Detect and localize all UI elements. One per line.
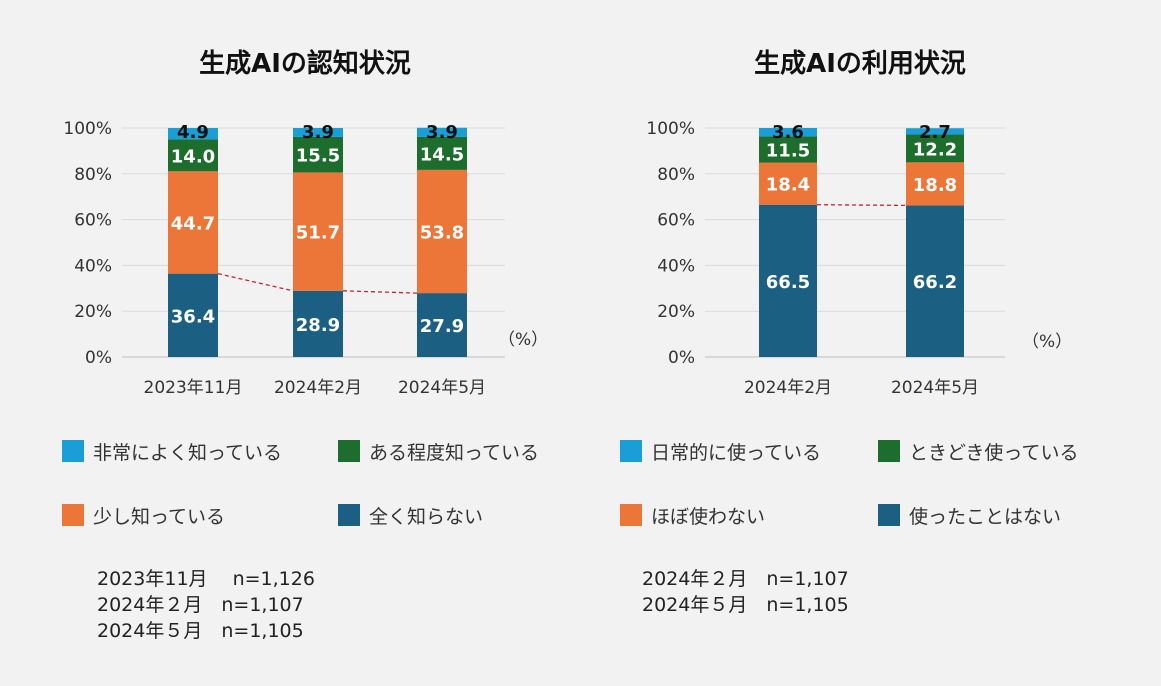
trend-connector xyxy=(817,205,906,206)
data-label: 14.5 xyxy=(420,144,464,165)
data-label: 3.9 xyxy=(426,122,458,143)
legend-label: ある程度知っている xyxy=(369,442,539,464)
legend-swatch xyxy=(338,504,360,526)
sample-note: 2024年５月 n=1,105 xyxy=(97,620,304,642)
data-label: 28.9 xyxy=(296,315,340,336)
data-label: 51.7 xyxy=(296,223,340,244)
legend-label: ほぼ使わない xyxy=(651,506,765,528)
sample-note: 2023年11月 n=1,126 xyxy=(97,568,315,590)
x-category-label: 2024年2月 xyxy=(274,378,362,398)
sample-note: 2024年２月 n=1,107 xyxy=(642,568,849,590)
legend-swatch xyxy=(878,504,900,526)
data-label: 3.6 xyxy=(772,122,804,143)
chart-title: 生成AIの認知状況 xyxy=(199,48,411,79)
data-label: 15.5 xyxy=(296,146,340,167)
chart-title: 生成AIの利用状況 xyxy=(754,49,966,79)
trend-connector xyxy=(343,291,417,293)
data-label: 18.4 xyxy=(766,175,810,196)
y-tick-label: 100% xyxy=(63,119,112,139)
y-tick-label: 0% xyxy=(85,348,112,368)
data-label: 36.4 xyxy=(171,306,215,327)
legend-label: 少し知っている xyxy=(93,506,225,528)
data-label: 4.9 xyxy=(177,122,209,143)
x-category-label: 2024年5月 xyxy=(398,378,486,398)
sample-note: 2024年２月 n=1,107 xyxy=(97,594,304,616)
sample-note: 2024年５月 n=1,105 xyxy=(642,594,849,616)
legend-swatch xyxy=(338,440,360,462)
x-category-label: 2024年2月 xyxy=(744,378,832,398)
data-label: 14.0 xyxy=(171,146,215,167)
y-tick-label: 20% xyxy=(74,302,112,322)
unit-label: （%） xyxy=(1022,332,1072,352)
charts-canvas: 生成AIの認知状況 0% 20% 40% 60% 80% 100% 36.4 44.7 14.0 4… xyxy=(0,0,1161,686)
legend-label: 全く知らない xyxy=(369,506,483,528)
data-label: 2.7 xyxy=(919,122,951,143)
y-tick-label: 60% xyxy=(657,211,695,231)
x-category-label: 2024年5月 xyxy=(891,378,979,398)
y-tick-label: 0% xyxy=(668,348,695,368)
data-label: 66.2 xyxy=(913,272,957,293)
legend-swatch xyxy=(878,440,900,462)
y-tick-label: 80% xyxy=(657,165,695,185)
legend-swatch xyxy=(62,504,84,526)
y-tick-label: 40% xyxy=(657,256,695,276)
legend-swatch xyxy=(62,440,84,462)
legend-label: 非常によく知っている xyxy=(93,442,282,464)
legend-label: ときどき使っている xyxy=(909,442,1078,464)
data-label: 18.8 xyxy=(913,175,957,196)
y-tick-label: 60% xyxy=(74,211,112,231)
data-label: 66.5 xyxy=(766,272,810,293)
chart-1: 生成AIの認知状況 0% 20% 40% 60% 80% 100% 36.4 44.7 14.0 4… xyxy=(62,48,548,642)
unit-label: （%） xyxy=(498,330,548,350)
data-label: 53.8 xyxy=(420,223,464,244)
data-label: 27.9 xyxy=(420,316,464,337)
legend-label: 使ったことはない xyxy=(909,506,1061,528)
data-label: 3.9 xyxy=(302,122,334,143)
y-tick-label: 100% xyxy=(646,119,695,139)
chart-2: 生成AIの利用状況 0% 20% 40% 60% 80% 100% 66.5 18.4 11.53… xyxy=(620,49,1078,616)
data-label: 11.5 xyxy=(766,140,810,161)
data-label: 44.7 xyxy=(171,213,215,234)
legend-label: 日常的に使っている xyxy=(651,442,821,464)
legend-swatch xyxy=(620,440,642,462)
trend-connector xyxy=(218,274,293,291)
y-tick-label: 80% xyxy=(74,165,112,185)
legend-swatch xyxy=(620,504,642,526)
x-category-label: 2023年11月 xyxy=(144,378,243,398)
y-tick-label: 40% xyxy=(74,256,112,276)
y-tick-label: 20% xyxy=(657,302,695,322)
